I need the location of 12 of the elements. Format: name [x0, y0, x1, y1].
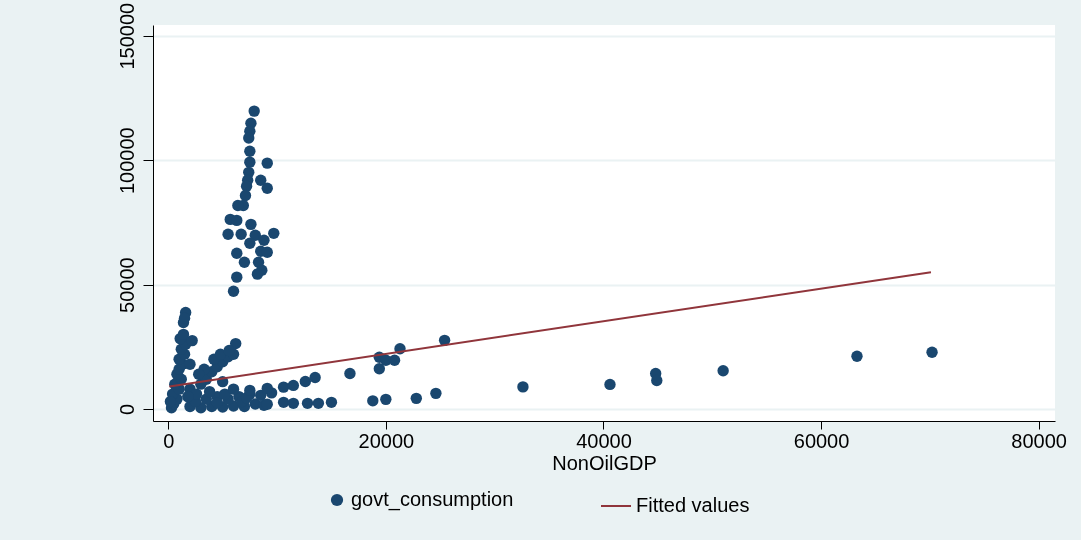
y-tick-label: 0 — [115, 403, 138, 416]
legend-label: Fitted values — [636, 494, 750, 516]
x-tick-label: 20000 — [358, 429, 415, 452]
x-tick-label: 80000 — [1011, 429, 1067, 452]
legend-label: govt_consumption — [351, 488, 514, 511]
x-tick-label: 40000 — [576, 429, 632, 452]
y-tick-label: 150000 — [115, 2, 138, 70]
y-tick-label: 50000 — [115, 257, 138, 313]
x-axis-title: NonOilGDP — [552, 451, 657, 474]
x-tick-label: 60000 — [793, 429, 850, 452]
x-tick-label: 0 — [163, 429, 175, 452]
y-tick-label: 100000 — [115, 127, 138, 195]
